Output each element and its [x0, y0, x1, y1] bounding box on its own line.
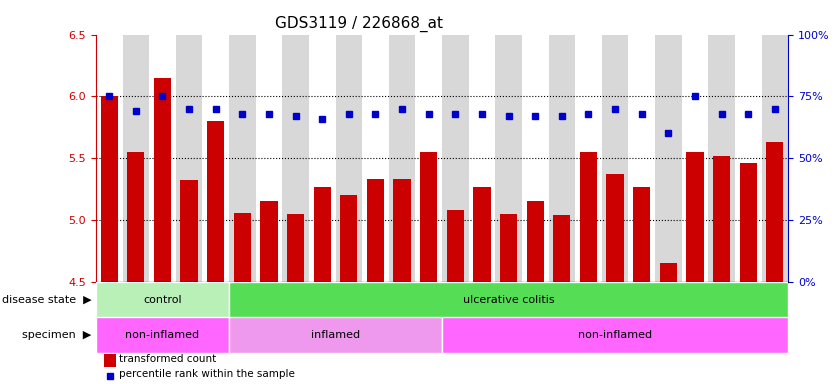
Text: non-inflamed: non-inflamed: [125, 330, 199, 340]
Bar: [447, 210, 464, 282]
Bar: [101, 96, 118, 282]
Bar: [176, 35, 203, 282]
Bar: [580, 152, 597, 282]
Text: disease state  ▶: disease state ▶: [3, 295, 92, 305]
Bar: [740, 163, 756, 282]
Text: control: control: [143, 295, 182, 305]
Bar: [314, 187, 331, 282]
Bar: [655, 35, 681, 282]
Bar: [549, 35, 575, 282]
Bar: [180, 180, 198, 282]
Bar: [766, 142, 783, 282]
Bar: [442, 317, 788, 353]
Text: ulcerative colitis: ulcerative colitis: [463, 295, 555, 305]
Bar: [229, 282, 788, 317]
Text: percentile rank within the sample: percentile rank within the sample: [119, 369, 295, 379]
Text: non-inflamed: non-inflamed: [578, 330, 652, 340]
Bar: [207, 121, 224, 282]
Bar: [526, 202, 544, 282]
Bar: [500, 214, 517, 282]
Text: transformed count: transformed count: [119, 354, 217, 364]
Bar: [367, 179, 384, 282]
Bar: [96, 282, 229, 317]
Bar: [495, 35, 522, 282]
Bar: [602, 35, 628, 282]
Bar: [606, 174, 624, 282]
Bar: [287, 214, 304, 282]
Bar: [389, 35, 415, 282]
Bar: [442, 35, 469, 282]
Text: inflamed: inflamed: [311, 330, 360, 340]
Bar: [123, 35, 149, 282]
Bar: [474, 187, 490, 282]
Bar: [282, 35, 309, 282]
Bar: [660, 263, 677, 282]
Bar: [686, 152, 704, 282]
Bar: [335, 35, 362, 282]
Bar: [234, 213, 251, 282]
Bar: [761, 35, 788, 282]
Bar: [713, 156, 731, 282]
Bar: [633, 187, 651, 282]
Bar: [153, 78, 171, 282]
Bar: [128, 152, 144, 282]
Bar: [96, 317, 229, 353]
Bar: [340, 195, 358, 282]
Bar: [229, 35, 256, 282]
Text: GDS3119 / 226868_at: GDS3119 / 226868_at: [274, 15, 443, 31]
Text: specimen  ▶: specimen ▶: [23, 330, 92, 340]
Bar: [260, 202, 278, 282]
Bar: [229, 317, 442, 353]
Bar: [708, 35, 735, 282]
Bar: [553, 215, 570, 282]
Bar: [394, 179, 410, 282]
Bar: [420, 152, 437, 282]
